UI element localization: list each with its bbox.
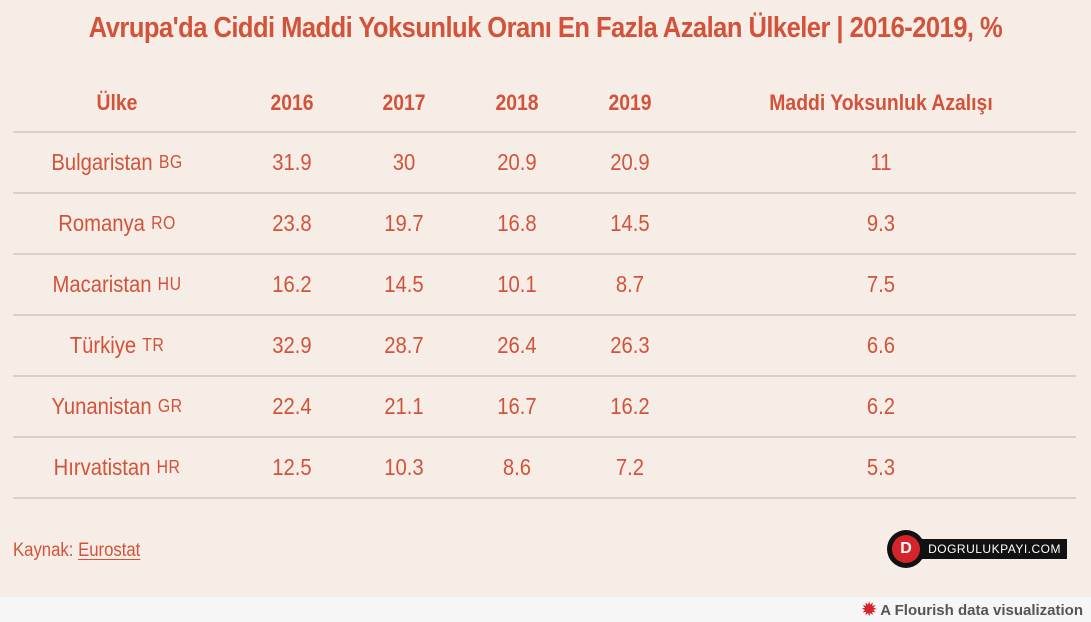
source-note: Kaynak: Eurostat (13, 540, 140, 562)
value-2016: 12.5 (272, 454, 312, 480)
country-name: Romanya (58, 210, 145, 236)
logo-text: DOGRULUKPAYI.COM (903, 539, 1067, 559)
value-2017: 14.5 (384, 271, 424, 297)
header-2016: 2016 (270, 89, 314, 115)
value-2019: 7.2 (615, 454, 645, 480)
value-decrease: 7.5 (866, 271, 896, 297)
country-code: GR (157, 396, 183, 416)
country-name: Bulgaristan (51, 149, 153, 175)
value-2018: 8.6 (502, 454, 532, 480)
value-2016: 16.2 (272, 271, 312, 297)
table-row: Macaristan HU 16.2 14.5 10.1 8.7 7.5 (13, 255, 1076, 316)
country-cell: Yunanistan GR (25, 377, 208, 436)
visualization-card: Avrupa'da Ciddi Maddi Yoksunluk Oranı En… (0, 0, 1091, 597)
country-name: Hırvatistan (53, 454, 151, 480)
value-2016: 22.4 (272, 393, 312, 419)
value-decrease: 5.3 (866, 454, 896, 480)
value-2016: 23.8 (272, 210, 312, 236)
value-2019: 26.3 (610, 332, 650, 358)
header-2019: 2019 (608, 89, 652, 115)
header-2017: 2017 (382, 89, 426, 115)
table-row: Hırvatistan HR 12.5 10.3 8.6 7.2 5.3 (13, 438, 1076, 499)
source-label: Kaynak: (13, 540, 74, 561)
country-name: Türkiye (69, 332, 137, 358)
value-decrease: 9.3 (866, 210, 896, 236)
value-2018: 16.8 (497, 210, 537, 236)
table-header-row: Ülke 2016 2017 2018 2019 Maddi Yoksunluk… (13, 74, 1076, 133)
country-cell: Macaristan HU (25, 255, 208, 314)
value-2019: 20.9 (610, 149, 650, 175)
value-2018: 16.7 (497, 393, 537, 419)
chart-title: Avrupa'da Ciddi Maddi Yoksunluk Oranı En… (88, 12, 1003, 44)
value-2017: 21.1 (384, 393, 424, 419)
country-code: BG (158, 152, 183, 172)
data-table: Ülke 2016 2017 2018 2019 Maddi Yoksunluk… (13, 74, 1076, 499)
country-code: HU (157, 274, 182, 294)
value-decrease: 11 (870, 149, 892, 175)
source-link[interactable]: Eurostat (78, 540, 141, 561)
value-2018: 20.9 (497, 149, 537, 175)
country-cell: Bulgaristan BG (25, 133, 208, 192)
country-cell: Romanya RO (25, 194, 208, 253)
flourish-text: A Flourish data visualization (880, 601, 1083, 619)
flourish-icon: ✹ (861, 600, 877, 619)
country-name: Yunanistan (51, 393, 152, 419)
country-code: RO (151, 213, 176, 233)
country-code: TR (142, 335, 165, 355)
value-2019: 8.7 (615, 271, 645, 297)
value-2016: 31.9 (272, 149, 312, 175)
value-2019: 14.5 (610, 210, 650, 236)
value-2017: 19.7 (384, 210, 424, 236)
value-2016: 32.9 (272, 332, 312, 358)
dogrulukpayi-logo[interactable]: DOGRULUKPAYI.COM D (887, 530, 1069, 568)
table-row: Yunanistan GR 22.4 21.1 16.7 16.2 6.2 (13, 377, 1076, 438)
value-2018: 26.4 (497, 332, 537, 358)
value-decrease: 6.6 (866, 332, 896, 358)
country-cell: Türkiye TR (25, 316, 208, 375)
flourish-credit[interactable]: ✹ A Flourish data visualization (862, 600, 1083, 620)
country-code: HR (156, 457, 181, 477)
value-2017: 10.3 (384, 454, 424, 480)
value-2017: 30 (392, 149, 416, 175)
country-name: Macaristan (52, 271, 152, 297)
value-2019: 16.2 (610, 393, 650, 419)
table-row: Bulgaristan BG 31.9 30 20.9 20.9 11 (13, 133, 1076, 194)
header-2018: 2018 (495, 89, 539, 115)
value-2018: 10.1 (497, 271, 537, 297)
logo-letter: D (892, 535, 920, 563)
header-decrease: Maddi Yoksunluk Azalışı (769, 89, 993, 115)
value-2017: 28.7 (384, 332, 424, 358)
value-decrease: 6.2 (866, 393, 896, 419)
table-row: Romanya RO 23.8 19.7 16.8 14.5 9.3 (13, 194, 1076, 255)
table-row: Türkiye TR 32.9 28.7 26.4 26.3 6.6 (13, 316, 1076, 377)
country-cell: Hırvatistan HR (25, 438, 208, 497)
logo-badge-icon: D (887, 530, 925, 568)
header-country: Ülke (96, 89, 138, 115)
